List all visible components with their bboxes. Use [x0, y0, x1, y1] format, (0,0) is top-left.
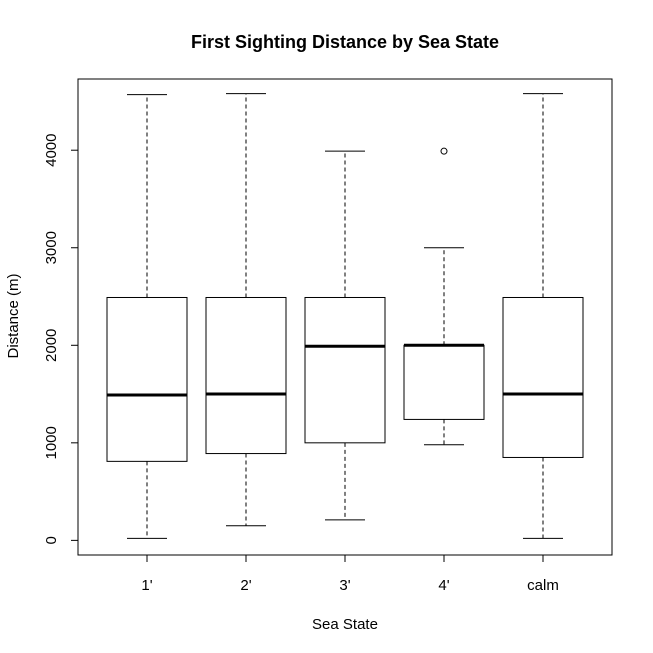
x-tick-label: 1'	[141, 577, 152, 594]
x-tick-label: 2'	[240, 577, 251, 594]
x-tick-label: 4'	[438, 577, 449, 594]
y-tick-label: 0	[43, 536, 60, 544]
box-3	[304, 150, 386, 521]
iqr-box	[205, 296, 287, 455]
iqr-box	[502, 296, 584, 458]
box-series	[106, 93, 584, 539]
box-5	[502, 93, 584, 539]
x-axis-label: Sea State	[312, 616, 378, 633]
chart-title: First Sighting Distance by Sea State	[191, 32, 499, 52]
y-tick-label: 2000	[43, 329, 60, 362]
box-4	[403, 147, 485, 446]
box-1	[106, 94, 188, 539]
y-tick-label: 3000	[43, 231, 60, 264]
y-tick-label: 4000	[43, 134, 60, 167]
iqr-box	[106, 296, 188, 462]
x-tick-label: 3'	[339, 577, 350, 594]
x-axis: 1' 2' 3' 4' calm	[141, 554, 559, 594]
y-axis-label: Distance (m)	[5, 273, 22, 358]
iqr-box	[403, 344, 485, 420]
y-tick-label: 1000	[43, 426, 60, 459]
x-tick-label: calm	[527, 577, 559, 594]
y-axis: 0 1000 2000 3000 4000	[43, 134, 79, 545]
iqr-box	[304, 296, 386, 444]
box-2	[205, 93, 287, 527]
outlier-point	[440, 147, 448, 155]
